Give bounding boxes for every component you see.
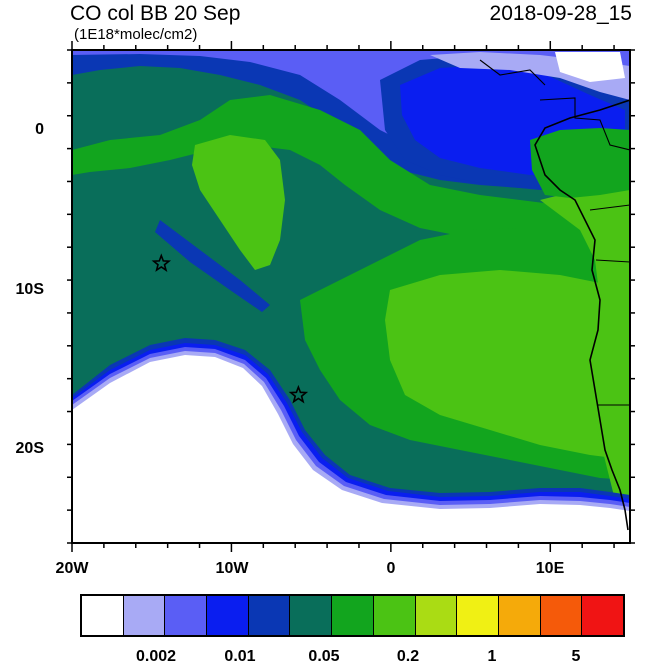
colorbar-swatch xyxy=(581,596,623,635)
colorbar-label: 1 xyxy=(487,648,497,665)
colorbar-swatch xyxy=(164,596,207,635)
colorbar-swatch xyxy=(414,596,457,635)
units-label: (1E18*molec/cm2) xyxy=(74,26,198,43)
y-tick-label: 0 xyxy=(35,121,44,138)
colorbar-label: 5 xyxy=(571,648,581,665)
colorbar-label: 0.002 xyxy=(135,648,177,665)
x-tick-label: 0 xyxy=(386,560,396,577)
colorbar-label: 0.05 xyxy=(308,648,340,665)
colorbar-swatch xyxy=(247,596,290,635)
colorbar-swatch xyxy=(331,596,373,635)
x-tick-label: 10W xyxy=(215,560,249,577)
star-marker xyxy=(151,253,172,272)
colorbar-swatch xyxy=(82,596,123,635)
colorbar-swatch xyxy=(456,596,498,635)
y-tick-label: 20S xyxy=(15,440,44,457)
colorbar-swatch xyxy=(206,596,248,635)
map-title: CO col BB 20 Sep xyxy=(70,2,241,25)
colorbar-swatch xyxy=(289,596,332,635)
star-marker xyxy=(288,384,309,404)
axis-ticks xyxy=(67,41,635,552)
colorbar xyxy=(80,594,625,637)
colorbar-swatch xyxy=(122,596,165,635)
colorbar-label: 0.01 xyxy=(224,648,256,665)
map-timestamp: 2018-09-28_15 xyxy=(489,2,632,25)
map-frame xyxy=(71,49,631,544)
x-tick-label: 10E xyxy=(535,560,565,577)
marker-layer xyxy=(151,253,309,404)
co-concentration-field xyxy=(72,50,630,543)
colorbar-label: 0.2 xyxy=(396,648,420,665)
colorbar-swatch xyxy=(497,596,540,635)
y-tick-label: 10S xyxy=(15,281,44,298)
colorbar-swatch xyxy=(372,596,415,635)
colorbar-swatch xyxy=(539,596,582,635)
x-tick-label: 20W xyxy=(55,560,89,577)
